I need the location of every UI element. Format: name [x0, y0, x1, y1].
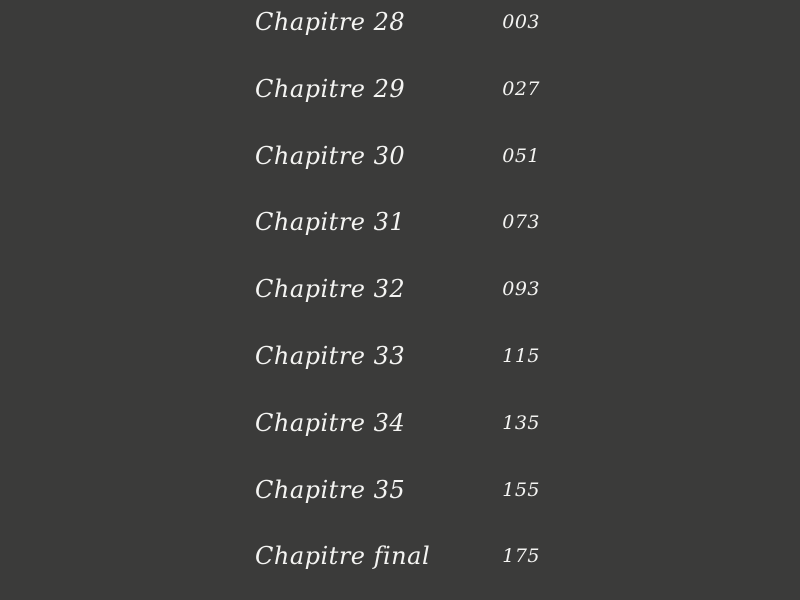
chapter-title: Chapitre 31 [255, 208, 406, 237]
chapter-title: Chapitre 34 [255, 408, 406, 437]
chapter-title: Chapitre 30 [255, 141, 406, 170]
page-number: 093 [502, 278, 540, 301]
page-number: 175 [502, 545, 540, 568]
chapter-title: Chapitre final [255, 542, 431, 571]
chapter-title: Chapitre 32 [255, 275, 406, 304]
toc-entry[interactable]: Chapitre 33 115 [255, 336, 540, 376]
page-number: 073 [502, 211, 540, 234]
page-number: 115 [502, 345, 540, 367]
toc-entry[interactable]: Chapitre 30 051 [255, 136, 540, 176]
toc-entry[interactable]: Chapitre 35 155 [255, 470, 540, 510]
page-number: 051 [502, 144, 540, 167]
toc-entry[interactable]: Chapitre 31 073 [255, 202, 540, 242]
toc-entry[interactable]: Chapitre 32 093 [255, 269, 540, 309]
page-number: 003 [502, 11, 540, 33]
chapter-title: Chapitre 29 [255, 74, 406, 103]
page-number: 135 [502, 411, 540, 434]
chapter-title: Chapitre 28 [255, 8, 406, 36]
toc-entry[interactable]: Chapitre 28 003 [255, 2, 540, 42]
toc-entry[interactable]: Chapitre 34 135 [255, 403, 540, 443]
chapter-title: Chapitre 33 [255, 342, 406, 370]
toc-entry[interactable]: Chapitre final 175 [255, 536, 540, 576]
chapter-title: Chapitre 35 [255, 475, 406, 504]
page-number: 027 [502, 77, 540, 100]
toc-entry[interactable]: Chapitre 29 027 [255, 69, 540, 109]
page-number: 155 [502, 478, 540, 501]
